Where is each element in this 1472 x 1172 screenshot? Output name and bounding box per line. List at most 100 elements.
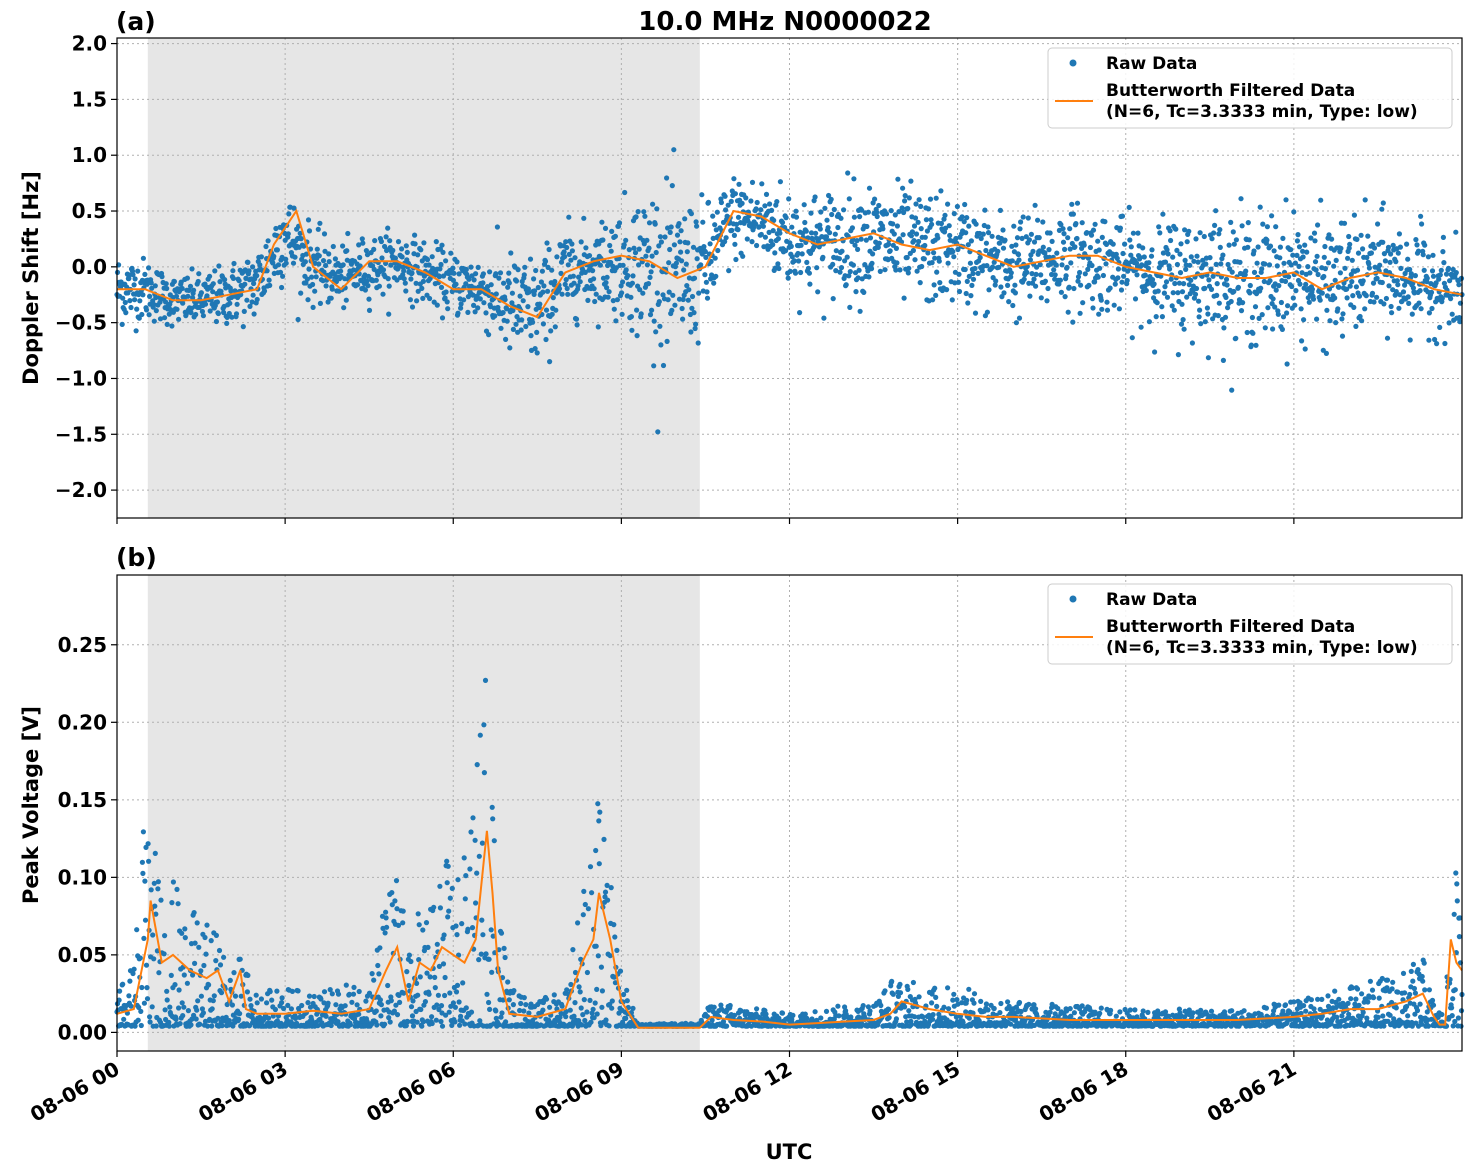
raw-point xyxy=(148,280,154,286)
raw-point xyxy=(1281,260,1287,266)
raw-point xyxy=(1407,266,1413,273)
raw-point xyxy=(1437,272,1443,278)
raw-point xyxy=(749,239,755,245)
raw-point xyxy=(498,930,505,936)
raw-point xyxy=(491,838,497,844)
raw-point xyxy=(657,234,664,240)
raw-point xyxy=(607,953,613,959)
raw-point xyxy=(132,1023,138,1029)
raw-point xyxy=(433,239,439,245)
raw-point xyxy=(447,895,453,901)
raw-point xyxy=(1344,295,1350,301)
raw-point xyxy=(886,1006,892,1013)
raw-point xyxy=(685,240,691,246)
raw-point xyxy=(829,211,835,218)
raw-point xyxy=(151,880,157,886)
raw-point xyxy=(1176,280,1182,286)
raw-point xyxy=(306,993,313,999)
raw-point xyxy=(1184,294,1190,300)
raw-point xyxy=(1340,311,1346,317)
raw-point xyxy=(985,224,991,230)
raw-point xyxy=(138,1022,144,1029)
panel-a-raw-points xyxy=(114,147,1465,435)
raw-point xyxy=(1393,259,1399,265)
raw-point xyxy=(1291,999,1297,1005)
raw-point xyxy=(1112,281,1118,287)
raw-point xyxy=(1095,238,1101,244)
raw-point xyxy=(391,1008,397,1014)
raw-point xyxy=(1026,280,1032,286)
raw-point xyxy=(1042,278,1048,284)
raw-point xyxy=(360,240,366,246)
raw-point xyxy=(1408,271,1414,277)
raw-point xyxy=(522,264,528,270)
y-tick-label: −0.5 xyxy=(55,311,107,335)
raw-point xyxy=(847,269,853,275)
raw-point xyxy=(609,228,615,234)
raw-point xyxy=(437,266,443,272)
raw-point xyxy=(517,293,523,299)
raw-point xyxy=(702,272,708,278)
raw-point xyxy=(1098,1005,1104,1011)
raw-point xyxy=(1362,197,1368,203)
raw-point xyxy=(228,288,234,294)
raw-point xyxy=(1140,245,1146,251)
raw-point xyxy=(321,1000,327,1006)
raw-point xyxy=(1409,311,1415,317)
raw-point xyxy=(599,219,605,225)
raw-point xyxy=(1067,226,1073,232)
raw-point xyxy=(1205,311,1211,317)
raw-point xyxy=(1116,306,1122,312)
raw-point xyxy=(317,300,323,306)
raw-point xyxy=(600,237,606,243)
raw-point xyxy=(1279,326,1285,332)
raw-point xyxy=(1178,241,1184,247)
raw-point xyxy=(1415,248,1422,254)
raw-point xyxy=(434,302,440,308)
raw-point xyxy=(213,932,219,939)
raw-point xyxy=(671,242,678,248)
raw-point xyxy=(1089,296,1096,302)
raw-point xyxy=(175,901,181,907)
raw-point xyxy=(563,277,569,283)
raw-point xyxy=(1210,316,1216,322)
raw-point xyxy=(415,911,421,917)
raw-point xyxy=(221,309,227,316)
raw-point xyxy=(651,318,657,324)
raw-point xyxy=(1193,285,1200,292)
raw-point xyxy=(970,276,977,282)
raw-point xyxy=(942,212,948,218)
raw-point xyxy=(688,211,695,217)
raw-point xyxy=(882,267,888,273)
raw-point xyxy=(693,219,699,225)
raw-point xyxy=(139,311,145,318)
raw-point xyxy=(244,297,250,303)
raw-point xyxy=(142,271,148,277)
raw-point xyxy=(906,195,912,201)
raw-point xyxy=(132,276,138,282)
raw-point xyxy=(623,237,629,243)
raw-point xyxy=(1175,352,1181,358)
raw-point xyxy=(931,250,937,256)
raw-point xyxy=(1191,258,1197,264)
raw-point xyxy=(523,323,529,330)
raw-point xyxy=(122,299,128,306)
raw-point xyxy=(338,268,344,274)
raw-point xyxy=(993,278,999,284)
raw-point xyxy=(123,310,129,316)
raw-point xyxy=(217,962,224,968)
raw-point xyxy=(668,224,674,230)
raw-point xyxy=(436,1006,442,1013)
raw-point xyxy=(946,1006,952,1012)
raw-point xyxy=(1308,235,1314,241)
raw-point xyxy=(245,259,251,265)
panel-a-legend: Raw Data Butterworth Filtered Data (N=6,… xyxy=(1047,47,1453,129)
raw-point xyxy=(696,290,702,296)
raw-point xyxy=(869,260,875,266)
raw-point xyxy=(947,232,953,239)
raw-point xyxy=(1198,321,1204,327)
raw-point xyxy=(312,288,318,294)
raw-point xyxy=(429,1020,435,1027)
raw-point xyxy=(1037,262,1043,268)
raw-point xyxy=(1009,258,1015,264)
